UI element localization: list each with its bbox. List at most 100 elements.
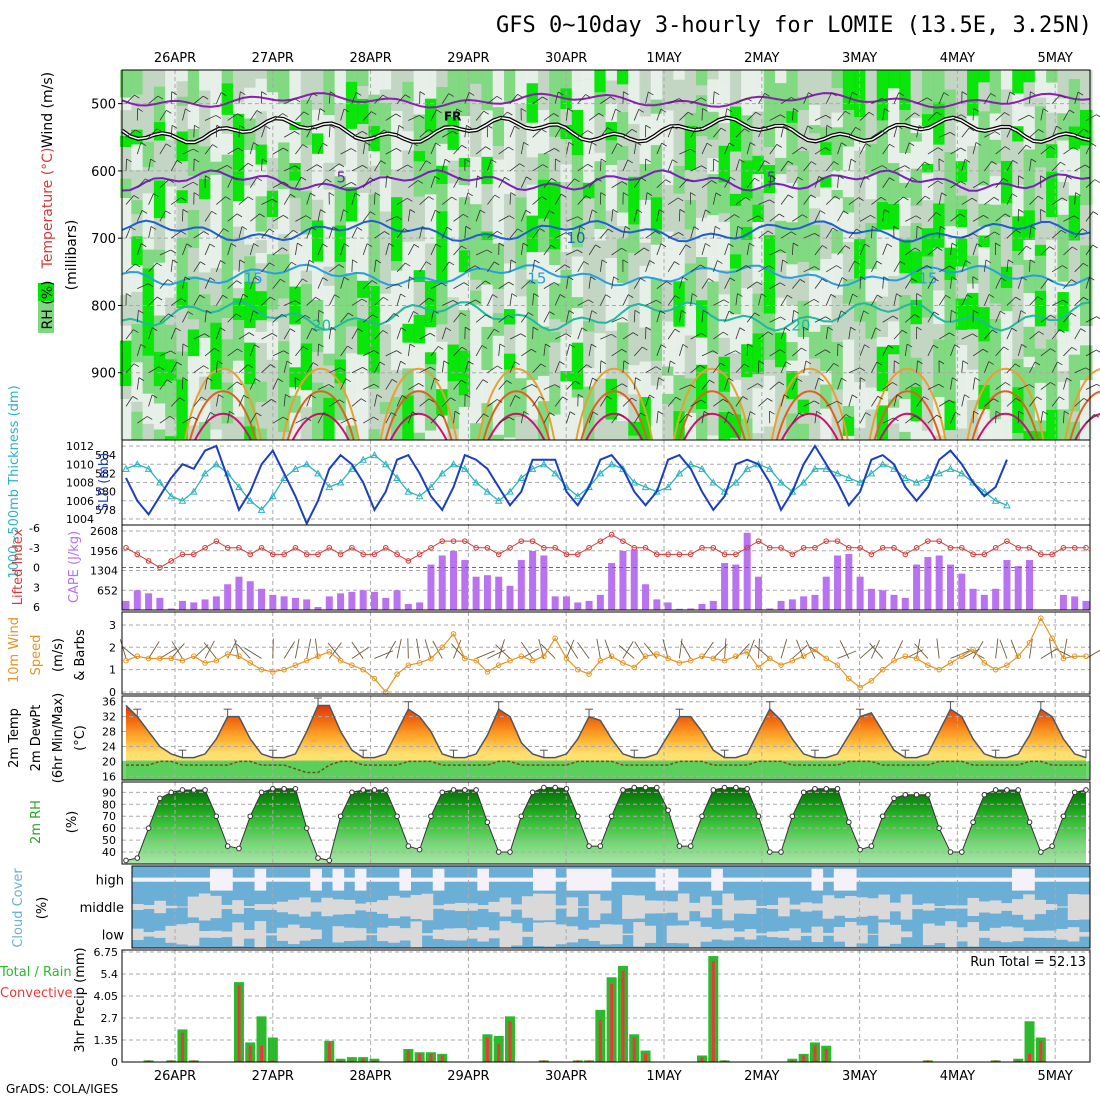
wind-barb-feather <box>756 281 763 286</box>
wind-barb <box>306 362 314 373</box>
cloud-cell <box>755 933 768 936</box>
wind-barb-feather <box>210 412 216 416</box>
wind-barb <box>532 363 542 374</box>
wind-barb <box>136 142 142 155</box>
rh-cell <box>492 146 506 160</box>
wind-barb <box>927 111 937 121</box>
rh-cell <box>616 146 630 161</box>
wind-barb <box>803 266 815 273</box>
cloud-cell <box>867 933 879 935</box>
wind-barb <box>848 159 852 171</box>
rh-cell <box>921 200 935 229</box>
rh-cell <box>662 321 675 367</box>
wind-barb <box>475 413 484 424</box>
wind-barb <box>170 397 180 407</box>
wind-barb <box>261 364 271 374</box>
wind-barb-feather <box>749 242 755 247</box>
rh-marker <box>868 843 875 849</box>
wind-barb-feather <box>445 327 452 332</box>
wind-barb-feather <box>951 276 957 281</box>
wind-barb-feather <box>223 228 229 232</box>
wind-barb-feather <box>881 130 887 134</box>
rh-cell <box>153 122 167 141</box>
wind-barb-feather <box>545 343 551 348</box>
wind-barb-feather <box>541 128 547 133</box>
wind-barb-feather <box>569 411 576 416</box>
rh-cell <box>989 419 1003 440</box>
wind-barb-feather <box>926 97 933 102</box>
rh-cell <box>424 430 438 440</box>
wind-barb <box>1085 244 1093 256</box>
rh-cell <box>289 387 302 396</box>
wind-barb <box>643 642 658 659</box>
rh-axis-label: RH (%) <box>40 281 56 330</box>
rh-cell <box>549 331 562 343</box>
rh-cell <box>165 359 178 381</box>
wind-barb-feather <box>215 115 222 119</box>
wind-barb-feather <box>374 192 381 196</box>
wind-barb <box>193 365 204 374</box>
wind-barb-feather <box>391 412 397 416</box>
wind-barb-feather <box>899 261 906 265</box>
wind-barb <box>261 296 271 306</box>
wind-barb <box>972 243 978 256</box>
wind-barb <box>871 197 882 205</box>
rh-cell <box>888 345 901 355</box>
lifted-index-marker <box>179 551 186 558</box>
wind-barb-feather <box>203 231 209 235</box>
wind-barb-feather <box>517 93 523 98</box>
cloud-cell <box>477 927 489 942</box>
wind-barb-feather <box>437 345 444 350</box>
wind-barb-feather <box>222 294 228 299</box>
rh-cell <box>696 70 709 86</box>
wind-barb-feather <box>1000 277 1007 282</box>
wind-speed-marker <box>541 653 547 660</box>
wind-barb <box>385 313 395 323</box>
wind-barb-feather <box>1037 296 1043 300</box>
warm-contour <box>976 412 1035 441</box>
wind-barb <box>848 228 857 239</box>
wind-barb-feather <box>621 181 628 185</box>
wind-barb-feather <box>156 296 163 301</box>
wind-speed-marker <box>812 646 818 653</box>
cloud-cell <box>410 921 423 948</box>
wind-barb-feather <box>592 411 599 416</box>
rh-cell <box>1046 240 1059 269</box>
rh-cell <box>583 321 596 332</box>
wind-barb <box>295 111 305 121</box>
y-tick-label: 28 <box>102 726 116 739</box>
wind-barb-feather <box>269 296 276 301</box>
wind-barb-feather <box>618 413 625 417</box>
rh-cell <box>718 270 732 295</box>
rh-cell <box>729 437 743 440</box>
rh-cell <box>312 199 325 221</box>
thickness-marker <box>325 483 334 491</box>
wind-barb <box>724 638 727 659</box>
wind-barb <box>464 299 476 306</box>
cloud-cell <box>911 904 924 910</box>
wind-barb-feather <box>1042 410 1048 415</box>
cloud-cell <box>688 921 701 948</box>
rh-cell <box>888 436 901 440</box>
rh-cell <box>153 140 167 149</box>
rh-cell <box>278 341 291 365</box>
wind-barb <box>193 125 195 138</box>
wind-speed-marker <box>224 651 231 657</box>
wind-barb-feather <box>830 294 837 298</box>
wind-barb-feather <box>514 361 520 366</box>
rh-cell <box>244 70 257 88</box>
wind-barb <box>125 129 136 138</box>
cloud-cell <box>577 868 590 891</box>
rh-cell <box>820 324 833 372</box>
wind-barb <box>159 249 171 256</box>
wind-barb-feather <box>645 158 651 163</box>
cloud-cell <box>1078 894 1091 920</box>
wind-barb-feather <box>232 176 238 181</box>
rh-cell <box>424 207 438 244</box>
rh-cell <box>221 83 235 115</box>
wind-barb <box>283 194 291 205</box>
rh-cell <box>470 403 483 424</box>
wind-barb-feather <box>504 176 510 181</box>
cloud-cell <box>209 868 222 891</box>
cloud-cell <box>1023 894 1035 920</box>
